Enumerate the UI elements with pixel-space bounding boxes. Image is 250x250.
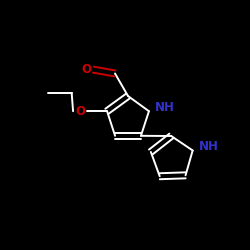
Text: O: O <box>81 63 91 76</box>
Text: NH: NH <box>199 140 218 153</box>
Text: NH: NH <box>155 101 175 114</box>
Text: O: O <box>75 105 85 118</box>
